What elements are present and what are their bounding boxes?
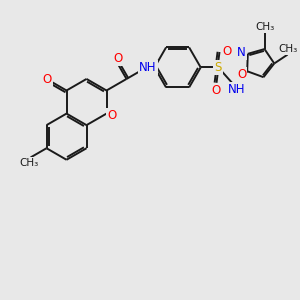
Text: O: O [237,68,247,81]
Text: O: O [113,52,122,65]
Text: CH₃: CH₃ [278,44,297,54]
Text: NH: NH [228,82,245,95]
Text: N: N [237,46,246,59]
Text: O: O [211,84,220,97]
Text: CH₃: CH₃ [20,158,39,168]
Text: NH: NH [139,61,157,74]
Text: CH₃: CH₃ [255,22,274,32]
Text: O: O [42,73,52,86]
Text: O: O [222,45,232,58]
Text: S: S [214,61,222,74]
Text: O: O [107,109,116,122]
